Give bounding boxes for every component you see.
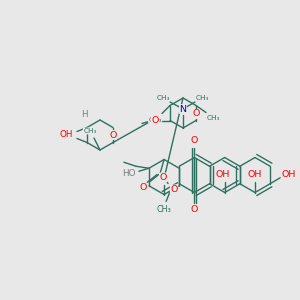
Text: O: O (109, 130, 116, 140)
Text: CH₃: CH₃ (83, 128, 97, 134)
Text: HO: HO (122, 169, 136, 178)
Text: O: O (159, 173, 167, 182)
Text: CH₃: CH₃ (156, 95, 170, 101)
Text: OH: OH (215, 170, 230, 179)
Text: HO: HO (59, 131, 73, 140)
Text: OH: OH (282, 170, 296, 179)
Text: O: O (140, 183, 147, 192)
Text: H: H (81, 110, 87, 119)
Text: O: O (170, 185, 178, 194)
Text: CH₃: CH₃ (195, 95, 209, 101)
Text: O: O (191, 136, 198, 145)
Text: OH: OH (248, 170, 262, 179)
Text: N: N (179, 104, 187, 113)
Text: CH₃: CH₃ (157, 205, 171, 214)
Text: O: O (191, 205, 198, 214)
Text: O: O (151, 116, 159, 125)
Text: O: O (192, 110, 200, 118)
Text: CH₃: CH₃ (206, 115, 220, 121)
Text: OH: OH (59, 130, 73, 139)
Text: CH₃: CH₃ (148, 116, 162, 122)
